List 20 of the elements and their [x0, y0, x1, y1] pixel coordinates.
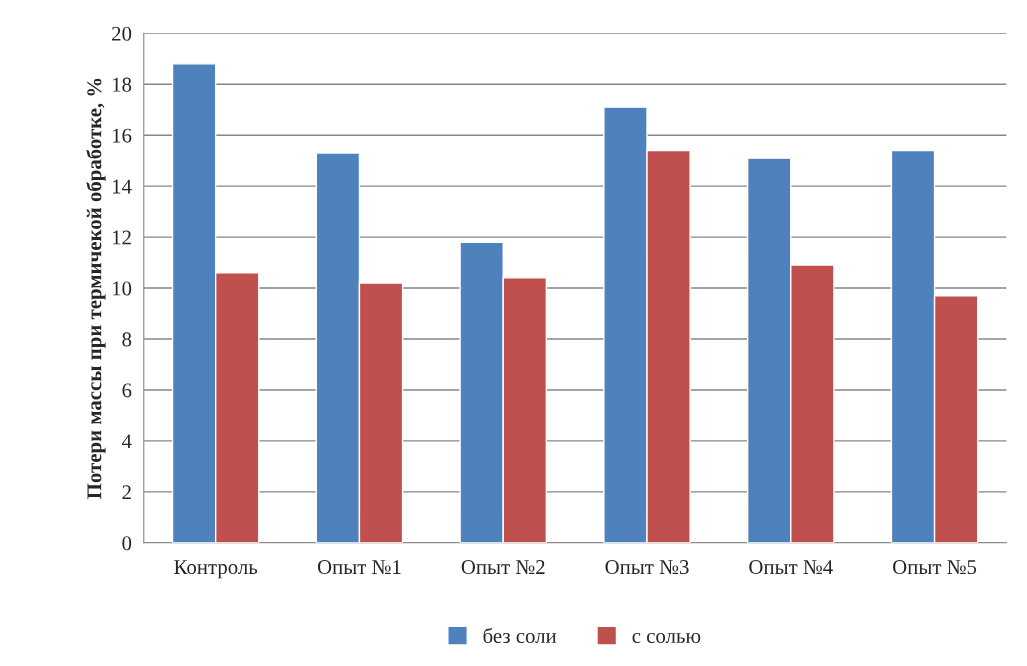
y-tick-label: 14 [112, 179, 132, 194]
y-tick-label: 12 [112, 230, 131, 245]
x-tick-label: Контроль [174, 560, 258, 579]
y-tick-label: 10 [112, 281, 132, 296]
x-tick-label: Опыт №5 [893, 560, 977, 575]
x-tick-label: Опыт №1 [317, 560, 401, 575]
y-tick-label: 6 [122, 383, 132, 398]
y-tick-label: 8 [122, 332, 132, 347]
y-tick-label: 2 [122, 485, 131, 500]
y-tick-label: 4 [121, 434, 132, 449]
y-axis-title: Потери массы при термичекой обработке, % [86, 78, 106, 499]
y-tick-label: 0 [122, 536, 132, 551]
y-tick-label: 16 [112, 128, 132, 143]
x-tick-label: Опыт №2 [461, 560, 545, 575]
legend-label: с солью [632, 633, 701, 644]
x-tick-label: Опыт №4 [749, 560, 833, 575]
legend-label: без соли [483, 627, 557, 644]
y-tick-label: 20 [112, 26, 132, 41]
y-tick-label: 18 [112, 77, 132, 92]
x-tick-label: Опыт №3 [605, 560, 689, 575]
